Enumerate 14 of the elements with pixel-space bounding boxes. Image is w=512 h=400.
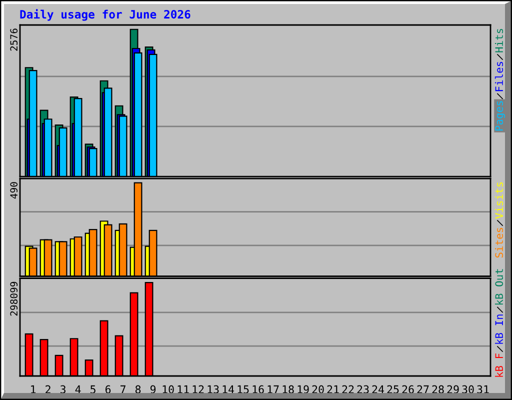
text: 298099: [10, 282, 18, 316]
legend-label: kB In: [494, 314, 503, 344]
chart-title: Daily usage for June 2026: [20, 9, 190, 21]
text: Hits: [494, 28, 504, 52]
legend-label: Sites: [494, 228, 504, 258]
legend-label: Files: [494, 62, 504, 92]
legend-label: kB F: [494, 354, 503, 377]
text: 2576: [10, 28, 18, 51]
legend-label: kB Out: [494, 269, 504, 305]
text: Visits: [494, 182, 504, 219]
x-tick-label: 7: [120, 385, 126, 394]
text: 490: [10, 182, 18, 199]
x-tick-label: 4: [75, 385, 81, 394]
legend-label: Pages: [495, 101, 506, 130]
